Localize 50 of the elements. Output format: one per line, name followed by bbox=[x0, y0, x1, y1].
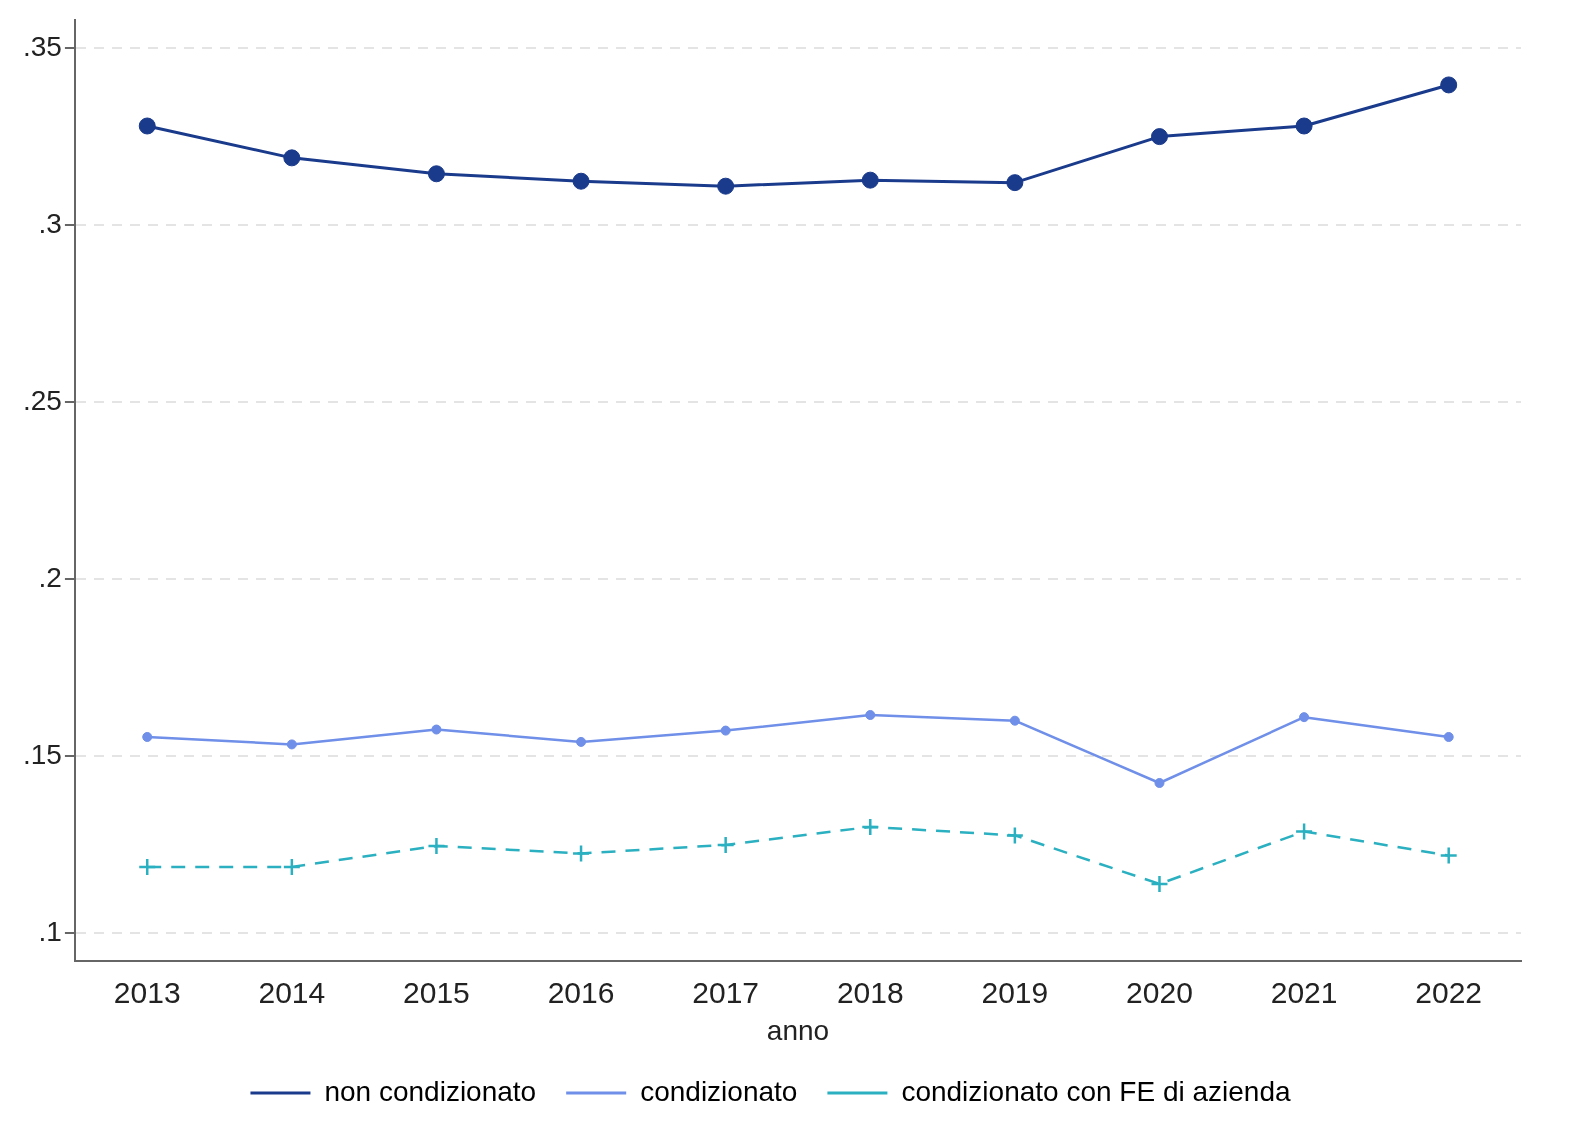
x-axis-title: anno bbox=[766, 1014, 830, 1046]
x-tick-label: 2021 bbox=[1270, 975, 1338, 1009]
x-tick-label: 2016 bbox=[547, 975, 615, 1009]
point bbox=[1440, 76, 1458, 94]
point bbox=[1006, 174, 1024, 192]
x-tick-label: 2020 bbox=[1126, 975, 1193, 1009]
point bbox=[427, 836, 446, 856]
point bbox=[861, 817, 880, 837]
legend-label: condizionato bbox=[640, 1075, 798, 1107]
point bbox=[1009, 715, 1020, 726]
x-tick-label: 2019 bbox=[981, 975, 1049, 1009]
y-tick-label: .15 bbox=[22, 738, 62, 770]
y-tick-label: .1 bbox=[38, 915, 62, 947]
x-tick-label: 2017 bbox=[692, 975, 760, 1009]
point bbox=[1150, 128, 1168, 146]
point bbox=[572, 172, 590, 190]
point bbox=[720, 725, 731, 736]
x-tick-label: 2018 bbox=[836, 975, 904, 1009]
point bbox=[571, 844, 591, 863]
point bbox=[138, 117, 156, 135]
point bbox=[717, 177, 735, 195]
point bbox=[1150, 874, 1169, 894]
point bbox=[1443, 731, 1454, 742]
point bbox=[1299, 712, 1310, 723]
point bbox=[1154, 777, 1165, 788]
point bbox=[1294, 822, 1314, 841]
point bbox=[1439, 846, 1458, 865]
legend-label: non condizionato bbox=[324, 1075, 537, 1107]
y-tick-label: .2 bbox=[38, 561, 62, 593]
point bbox=[431, 724, 442, 735]
legend-label: condizionato con FE di azienda bbox=[901, 1075, 1291, 1107]
point bbox=[1295, 117, 1313, 135]
x-tick-label: 2022 bbox=[1415, 975, 1483, 1009]
point bbox=[283, 149, 301, 167]
point bbox=[137, 857, 157, 877]
y-tick-label: .3 bbox=[38, 207, 62, 239]
point bbox=[282, 857, 302, 877]
x-tick-label: 2014 bbox=[258, 975, 326, 1009]
point bbox=[865, 710, 876, 721]
point bbox=[427, 165, 445, 183]
point bbox=[142, 731, 153, 742]
point bbox=[286, 739, 297, 750]
x-tick-label: 2015 bbox=[403, 975, 470, 1009]
y-tick-label: .35 bbox=[22, 30, 62, 62]
point bbox=[1005, 826, 1025, 845]
point bbox=[716, 835, 735, 855]
point bbox=[576, 736, 587, 747]
x-tick-label: 2013 bbox=[113, 975, 181, 1009]
y-tick-label: .25 bbox=[22, 384, 62, 416]
point bbox=[861, 171, 879, 189]
